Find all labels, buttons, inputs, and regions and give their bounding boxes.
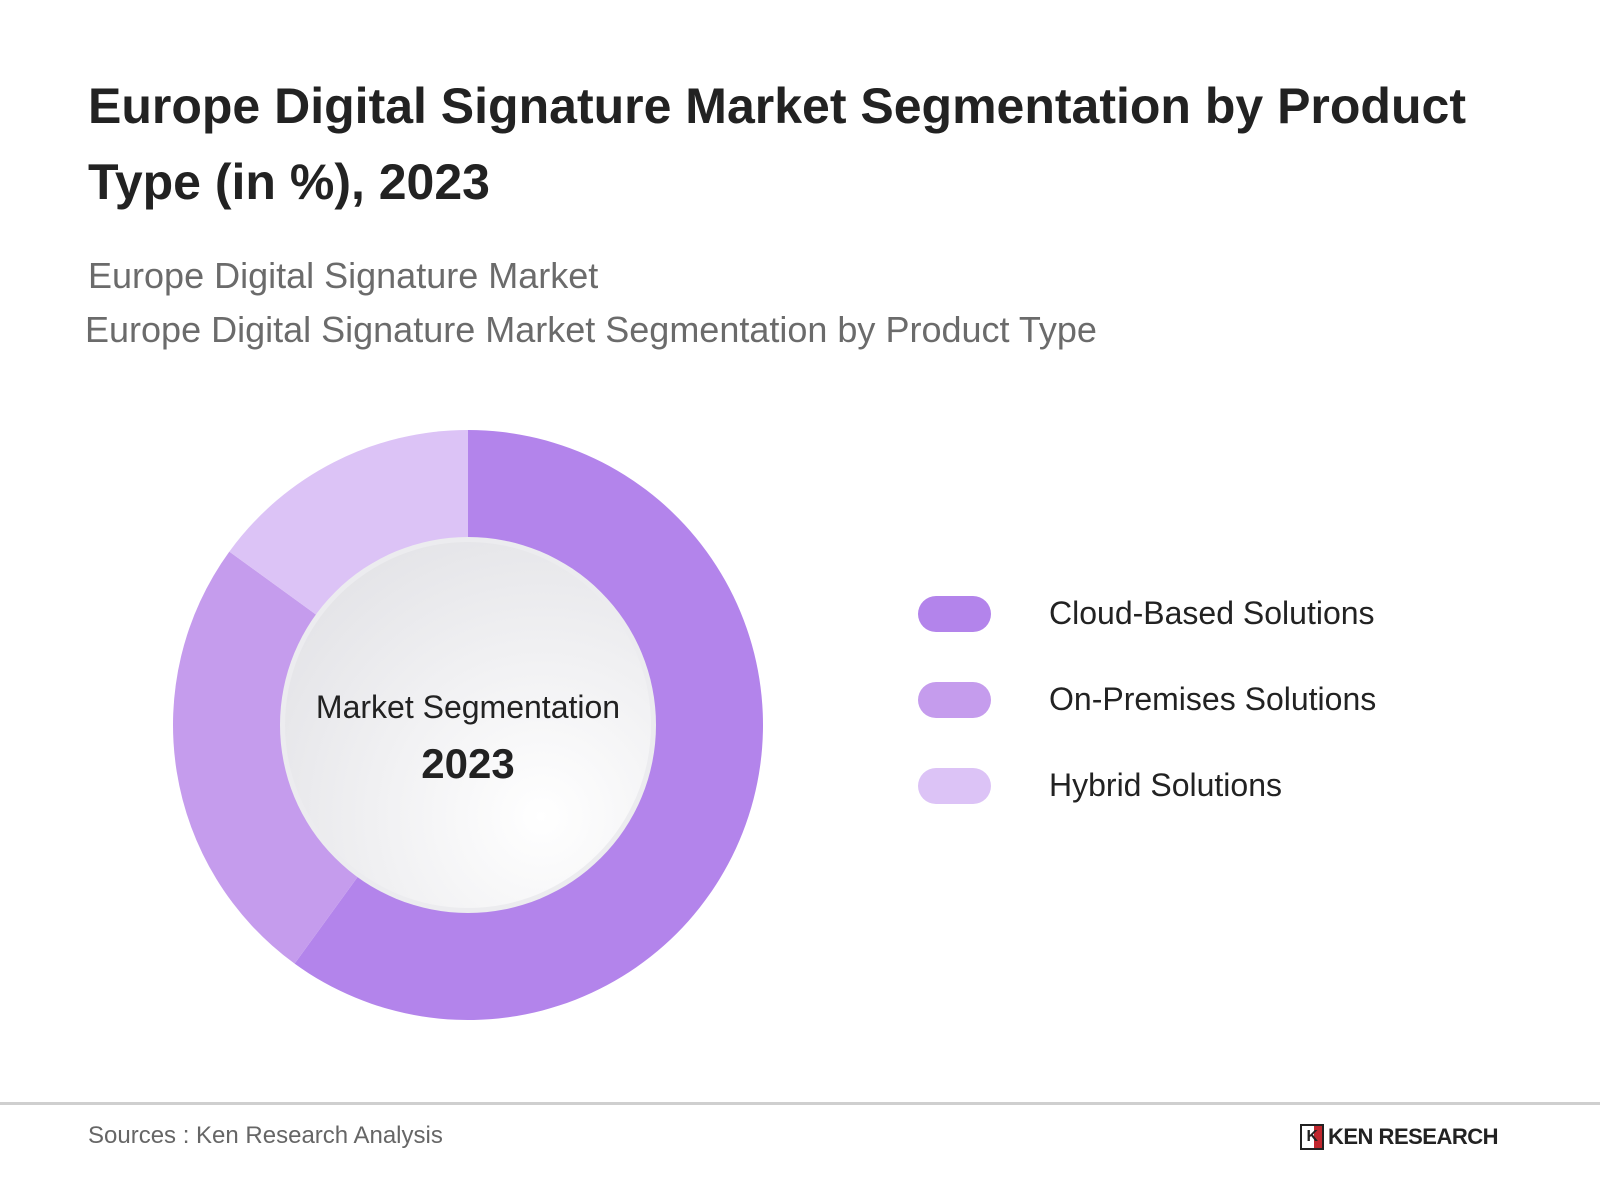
donut-hole <box>285 542 651 908</box>
subtitle-market: Europe Digital Signature Market <box>88 255 599 296</box>
logo-k-icon: K <box>1300 1124 1324 1150</box>
center-value: 2023 <box>421 740 514 787</box>
legend-swatch <box>918 681 991 718</box>
subtitle-segmentation: Europe Digital Signature Market Segmenta… <box>85 309 1097 350</box>
legend-label: Cloud-Based Solutions <box>1049 595 1375 631</box>
legend-swatch <box>918 767 991 804</box>
logo-text: KEN RESEARCH <box>1328 1124 1499 1149</box>
legend-item: On-Premises Solutions <box>918 681 1376 718</box>
center-label: Market Segmentation <box>316 689 620 725</box>
ken-research-logo: K KEN RESEARCH <box>1300 1124 1499 1150</box>
legend-swatch <box>918 595 991 632</box>
footer-divider <box>0 1102 1600 1105</box>
chart-title: Europe Digital Signature Market Segmenta… <box>88 78 1466 210</box>
legend-label: Hybrid Solutions <box>1049 767 1282 803</box>
legend-item: Hybrid Solutions <box>918 767 1282 804</box>
legend-item: Cloud-Based Solutions <box>918 595 1375 632</box>
legend-label: On-Premises Solutions <box>1049 681 1377 717</box>
source-note: Sources : Ken Research Analysis <box>88 1122 443 1149</box>
donut-chart: Market Segmentation 2023 <box>172 430 763 1020</box>
